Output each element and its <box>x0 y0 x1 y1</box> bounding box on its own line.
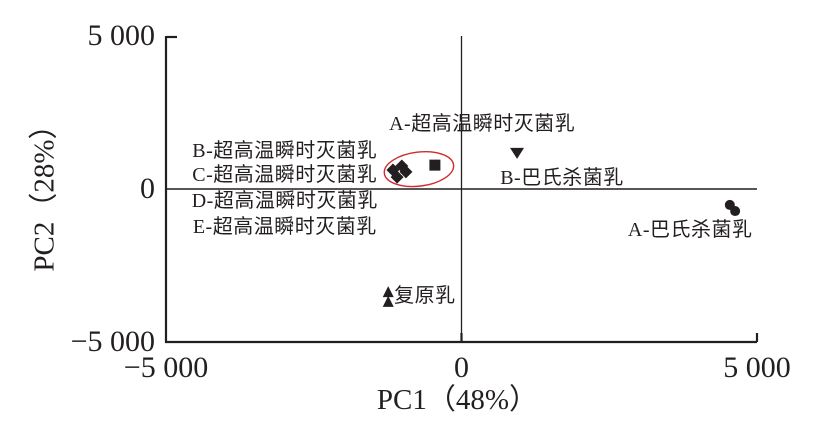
annotation-d-uht-milk: D-超高温瞬时灭菌乳 <box>191 189 378 212</box>
highlight-ellipse <box>383 150 455 188</box>
series-triangle-up-markers <box>382 286 394 307</box>
annotation-b-pasteurized-milk: B-巴氏杀菌乳 <box>500 166 624 189</box>
annotation-a-pasteurized-milk: A-巴氏杀菌乳 <box>627 219 753 241</box>
series-diamond-markers <box>386 159 413 184</box>
y-tick-label-5000: 5 000 <box>87 19 156 52</box>
axis-frame <box>164 36 757 344</box>
annotation-e-uht-milk: E-超高温瞬时灭菌乳 <box>192 215 377 238</box>
annotation-c-uht-milk: C-超高温瞬时灭菌乳 <box>192 163 378 186</box>
y-axis-title: PC2（28%） <box>28 110 61 272</box>
x-axis-title: PC1（48%） <box>376 384 539 416</box>
annotation-b-uht-milk: B-超高温瞬时灭菌乳 <box>192 140 378 163</box>
y-tick-label-neg5000: −5 000 <box>70 325 155 358</box>
annotation-a-uht-milk: A-超高温瞬时灭菌乳 <box>389 113 576 136</box>
series-square-markers <box>429 159 441 171</box>
x-tick-label-neg5000: −5 000 <box>123 351 209 384</box>
x-tick-label-5000: 5 000 <box>723 351 791 384</box>
series-triangle-down-markers <box>510 147 525 159</box>
series-circle-markers <box>724 199 741 217</box>
y-tick-label-0: 0 <box>140 172 155 205</box>
x-tick-label-0: 0 <box>454 351 469 384</box>
annotation-reconstituted-milk: 复原乳 <box>394 285 456 308</box>
